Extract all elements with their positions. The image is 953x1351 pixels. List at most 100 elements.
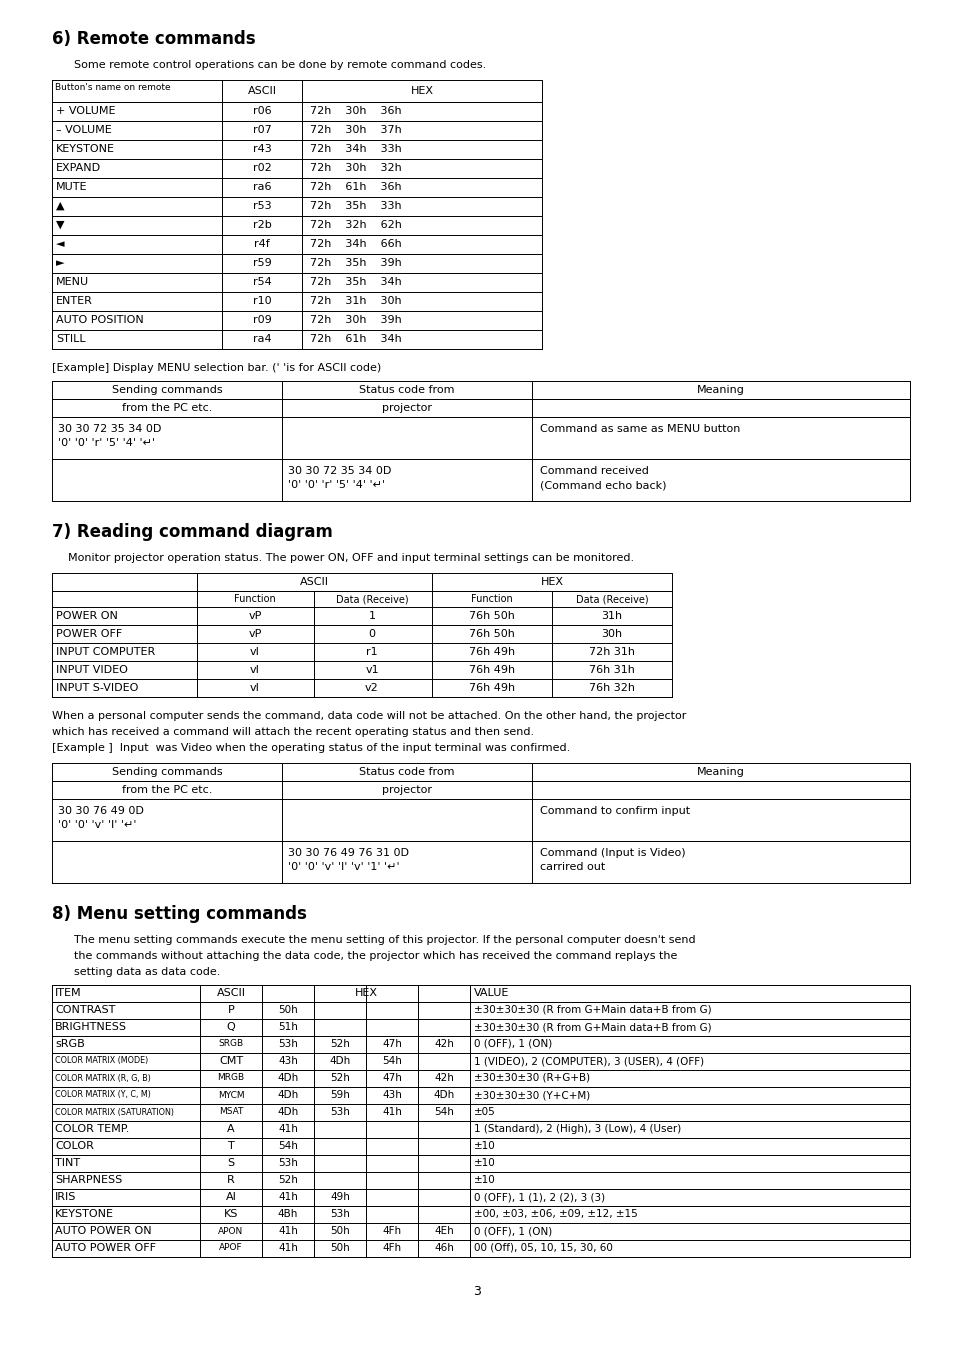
Text: EXPAND: EXPAND xyxy=(56,163,101,173)
Text: ◄: ◄ xyxy=(56,239,65,249)
Text: HEX: HEX xyxy=(355,988,377,998)
Text: [Example ]  Input  was Video when the operating status of the input terminal was: [Example ] Input was Video when the oper… xyxy=(52,743,570,753)
Text: 47h: 47h xyxy=(381,1039,401,1048)
Text: 47h: 47h xyxy=(381,1073,401,1084)
Text: 53h: 53h xyxy=(330,1106,350,1117)
Text: Function: Function xyxy=(233,594,275,604)
Text: r59: r59 xyxy=(253,258,271,267)
Text: BRIGHTNESS: BRIGHTNESS xyxy=(55,1021,127,1032)
Text: MENU: MENU xyxy=(56,277,89,286)
Text: R: R xyxy=(227,1175,234,1185)
Text: 54h: 54h xyxy=(381,1056,401,1066)
Text: KEYSTONE: KEYSTONE xyxy=(55,1209,113,1219)
Text: 1 (Standard), 2 (High), 3 (Low), 4 (User): 1 (Standard), 2 (High), 3 (Low), 4 (User… xyxy=(474,1124,680,1133)
Text: 41h: 41h xyxy=(381,1106,401,1117)
Text: 4Dh: 4Dh xyxy=(277,1106,298,1117)
Text: r07: r07 xyxy=(253,126,271,135)
Text: 76h 49h: 76h 49h xyxy=(469,647,515,657)
Text: 4Fh: 4Fh xyxy=(382,1225,401,1236)
Text: '0' '0' 'v' 'I' '↵': '0' '0' 'v' 'I' '↵' xyxy=(58,820,136,830)
Text: STILL: STILL xyxy=(56,334,86,345)
Text: Command (Input is Video): Command (Input is Video) xyxy=(539,848,685,858)
Text: ►: ► xyxy=(56,258,65,267)
Text: MRGB: MRGB xyxy=(217,1074,244,1082)
Text: Function: Function xyxy=(471,594,513,604)
Text: APOF: APOF xyxy=(219,1243,243,1252)
Text: 41h: 41h xyxy=(277,1243,297,1252)
Text: HEX: HEX xyxy=(540,577,563,586)
Text: projector: projector xyxy=(381,785,432,794)
Text: SRGB: SRGB xyxy=(218,1039,243,1048)
Text: which has received a command will attach the recent operating status and then se: which has received a command will attach… xyxy=(52,727,534,738)
Text: 4Dh: 4Dh xyxy=(433,1090,455,1100)
Text: 53h: 53h xyxy=(277,1039,297,1048)
Text: – VOLUME: – VOLUME xyxy=(56,126,112,135)
Text: INPUT S-VIDEO: INPUT S-VIDEO xyxy=(56,684,138,693)
Text: 0 (OFF), 1 (ON): 0 (OFF), 1 (ON) xyxy=(474,1225,552,1236)
Text: CONTRAST: CONTRAST xyxy=(55,1005,115,1015)
Text: 42h: 42h xyxy=(434,1073,454,1084)
Text: 52h: 52h xyxy=(330,1073,350,1084)
Text: 50h: 50h xyxy=(330,1225,350,1236)
Text: IRIS: IRIS xyxy=(55,1192,76,1202)
Text: [Example] Display MENU selection bar. (' 'is for ASCII code): [Example] Display MENU selection bar. ('… xyxy=(52,363,381,373)
Text: 76h 49h: 76h 49h xyxy=(469,665,515,676)
Text: 76h 31h: 76h 31h xyxy=(588,665,635,676)
Text: v1: v1 xyxy=(365,665,378,676)
Text: vP: vP xyxy=(248,630,261,639)
Text: r1: r1 xyxy=(366,647,377,657)
Text: 72h    34h    33h: 72h 34h 33h xyxy=(310,145,401,154)
Text: ITEM: ITEM xyxy=(55,988,82,998)
Text: 4Dh: 4Dh xyxy=(329,1056,351,1066)
Text: ±10: ±10 xyxy=(474,1158,496,1169)
Text: '0' '0' 'r' '5' '4' '↵': '0' '0' 'r' '5' '4' '↵' xyxy=(288,480,385,490)
Text: T: T xyxy=(228,1142,234,1151)
Text: 72h    35h    39h: 72h 35h 39h xyxy=(310,258,401,267)
Text: from the PC etc.: from the PC etc. xyxy=(122,785,212,794)
Text: 3: 3 xyxy=(473,1285,480,1298)
Text: 8) Menu setting commands: 8) Menu setting commands xyxy=(52,905,307,923)
Text: vI: vI xyxy=(250,647,259,657)
Text: 41h: 41h xyxy=(277,1192,297,1202)
Text: 46h: 46h xyxy=(434,1243,454,1252)
Text: ±05: ±05 xyxy=(474,1106,496,1117)
Text: COLOR TEMP.: COLOR TEMP. xyxy=(55,1124,130,1133)
Text: 59h: 59h xyxy=(330,1090,350,1100)
Text: 41h: 41h xyxy=(277,1225,297,1236)
Text: When a personal computer sends the command, data code will not be attached. On t: When a personal computer sends the comma… xyxy=(52,711,685,721)
Text: (Command echo back): (Command echo back) xyxy=(539,480,666,490)
Text: 4Bh: 4Bh xyxy=(277,1209,298,1219)
Text: r4f: r4f xyxy=(253,239,270,249)
Text: 43h: 43h xyxy=(277,1056,297,1066)
Text: 30 30 76 49 0D: 30 30 76 49 0D xyxy=(58,807,144,816)
Text: Button's name on remote: Button's name on remote xyxy=(55,82,171,92)
Text: Data (Receive): Data (Receive) xyxy=(575,594,648,604)
Text: 30 30 72 35 34 0D: 30 30 72 35 34 0D xyxy=(58,424,161,434)
Text: MUTE: MUTE xyxy=(56,182,88,192)
Text: ▲: ▲ xyxy=(56,201,65,211)
Text: r06: r06 xyxy=(253,105,271,116)
Text: 1: 1 xyxy=(368,611,375,621)
Text: carrired out: carrired out xyxy=(539,862,604,871)
Text: 50h: 50h xyxy=(330,1243,350,1252)
Text: SHARPNESS: SHARPNESS xyxy=(55,1175,122,1185)
Text: 42h: 42h xyxy=(434,1039,454,1048)
Text: 53h: 53h xyxy=(330,1209,350,1219)
Text: ra6: ra6 xyxy=(253,182,271,192)
Text: HEX: HEX xyxy=(410,86,433,96)
Text: 1 (VIDEO), 2 (COMPUTER), 3 (USER), 4 (OFF): 1 (VIDEO), 2 (COMPUTER), 3 (USER), 4 (OF… xyxy=(474,1056,703,1066)
Text: 30 30 76 49 76 31 0D: 30 30 76 49 76 31 0D xyxy=(288,848,409,858)
Text: 72h    61h    34h: 72h 61h 34h xyxy=(310,334,401,345)
Text: Some remote control operations can be done by remote command codes.: Some remote control operations can be do… xyxy=(74,59,486,70)
Text: S: S xyxy=(227,1158,234,1169)
Text: ASCII: ASCII xyxy=(247,86,276,96)
Text: 72h    61h    36h: 72h 61h 36h xyxy=(310,182,401,192)
Text: CMT: CMT xyxy=(218,1056,243,1066)
Text: 72h    35h    34h: 72h 35h 34h xyxy=(310,277,401,286)
Text: 72h    30h    36h: 72h 30h 36h xyxy=(310,105,401,116)
Text: 76h 49h: 76h 49h xyxy=(469,684,515,693)
Text: Sending commands: Sending commands xyxy=(112,767,222,777)
Text: 4Dh: 4Dh xyxy=(277,1073,298,1084)
Text: ASCII: ASCII xyxy=(216,988,245,998)
Text: 30 30 72 35 34 0D: 30 30 72 35 34 0D xyxy=(288,466,391,476)
